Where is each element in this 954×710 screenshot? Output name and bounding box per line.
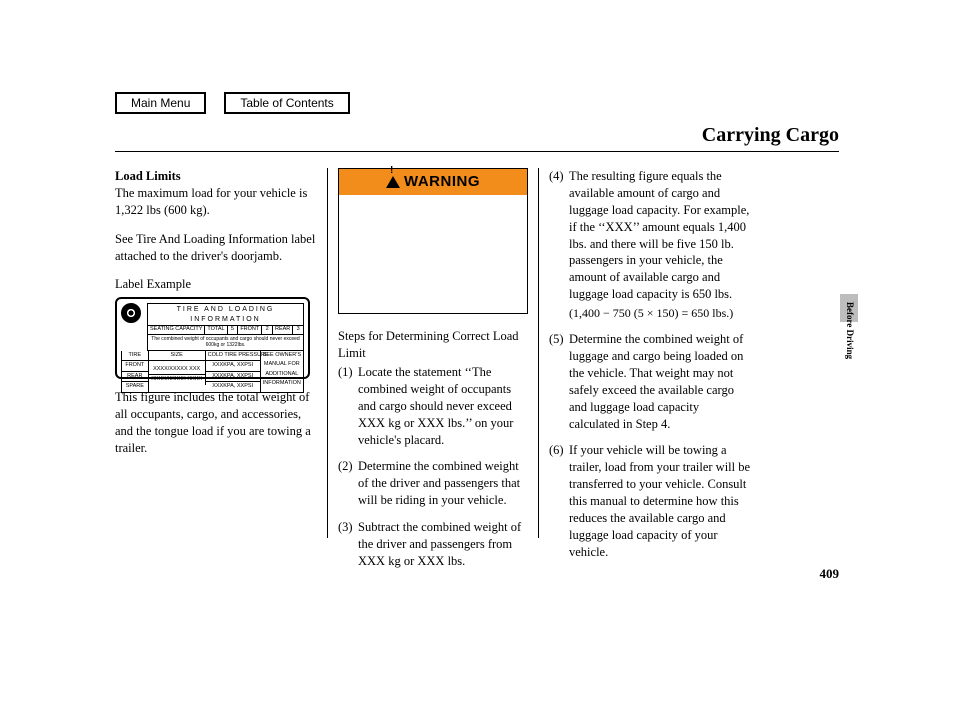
step-number: (2) — [338, 458, 358, 509]
step-1: (1) Locate the statement ‘‘The combined … — [338, 364, 528, 448]
step-3: (3) Subtract the combined weight of the … — [338, 519, 528, 570]
see-tire-label-text: See Tire And Loading Information label a… — [115, 231, 317, 265]
step-text: Subtract the combined weight of the driv… — [358, 519, 528, 570]
label-cell: 3 — [293, 326, 303, 333]
calculation-line: (1,400 − 750 (5 × 150) = 650 lbs.) — [569, 305, 751, 321]
load-limits-heading: Load Limits — [115, 169, 181, 183]
column-1: Load Limits The maximum load for your ve… — [115, 168, 327, 580]
lg-cell: FRONT — [122, 361, 149, 371]
warning-box: WARNING — [338, 168, 528, 314]
lg-cell: SPARE — [122, 382, 149, 391]
figure-includes-text: This figure includes the total weight of… — [115, 389, 317, 457]
tire-loading-label-graphic: TIRE AND LOADING INFORMATION SEATING CAP… — [115, 297, 310, 379]
lg-cell: TIRE — [122, 351, 149, 361]
lg-cell: INFORMATION — [261, 379, 303, 388]
load-limits-block: Load Limits The maximum load for your ve… — [115, 168, 317, 219]
label-cell: REAR — [273, 326, 293, 333]
label-cell: 5 — [228, 326, 239, 333]
steps-heading: Steps for Determining Correct Load Limit — [338, 328, 528, 362]
lg-cell: XXXX/XXXXX XXX — [149, 361, 206, 375]
step-number: (6) — [549, 442, 569, 560]
step-text: Locate the statement ‘‘The combined weig… — [358, 364, 528, 448]
section-label: Before Driving — [845, 302, 855, 359]
label-cell: SEATING CAPACITY — [148, 326, 205, 333]
warning-header: WARNING — [339, 169, 527, 195]
lg-cell: MANUAL FOR — [261, 360, 303, 369]
lg-cell: SEE OWNER'S — [261, 351, 303, 360]
manual-page: Main Menu Table of Contents Carrying Car… — [0, 0, 954, 710]
label-example-caption: Label Example — [115, 276, 317, 293]
step-number: (4) — [549, 168, 569, 303]
step-number: (5) — [549, 331, 569, 432]
column-3: (4) The resulting figure equals the avai… — [539, 168, 751, 580]
lg-cell: XXXKPA, XXPSI — [206, 361, 261, 371]
lg-cell: XXXX/XXXXX XXXX — [149, 375, 206, 384]
lg-cell: SIZE — [149, 351, 206, 361]
column-2: WARNING Steps for Determining Correct Lo… — [328, 168, 538, 580]
label-header: TIRE AND LOADING INFORMATION — [147, 303, 304, 326]
label-weight-note: The combined weight of occupants and car… — [147, 335, 304, 352]
lg-cell: XXXKPA, XXPSI — [206, 372, 261, 382]
nav-button-row: Main Menu Table of Contents — [115, 92, 350, 114]
warning-triangle-icon — [386, 176, 400, 188]
toc-button[interactable]: Table of Contents — [224, 92, 349, 114]
step-2: (2) Determine the combined weight of the… — [338, 458, 528, 509]
lg-cell: REAR — [122, 372, 149, 382]
page-title: Carrying Cargo — [702, 124, 839, 146]
label-tire-grid: TIRE FRONT REAR SPARE SIZE XXXX/XXXXX XX… — [121, 351, 304, 393]
step-text: Determine the combined weight of the dri… — [358, 458, 528, 509]
step-number: (3) — [338, 519, 358, 570]
lg-cell: ADDITIONAL — [261, 370, 303, 379]
step-number: (1) — [338, 364, 358, 448]
load-limits-text: The maximum load for your vehicle is 1,3… — [115, 186, 307, 217]
step-text: The resulting figure equals the availabl… — [569, 168, 751, 303]
step-5: (5) Determine the combined weight of lug… — [549, 331, 751, 432]
warning-body — [339, 195, 527, 313]
lg-cell: COLD TIRE PRESSURE — [206, 351, 261, 361]
tire-icon — [121, 303, 141, 323]
lg-cell: XXXKPA, XXPSI — [206, 382, 261, 391]
main-menu-button[interactable]: Main Menu — [115, 92, 206, 114]
warning-label: WARNING — [404, 172, 480, 192]
step-6: (6) If your vehicle will be towing a tra… — [549, 442, 751, 560]
label-seating-row: SEATING CAPACITY TOTAL 5 FRONT 2 REAR 3 — [147, 326, 304, 334]
label-cell: 2 — [262, 326, 273, 333]
label-cell: FRONT — [238, 326, 262, 333]
step-text: Determine the combined weight of luggage… — [569, 331, 751, 432]
title-row: Carrying Cargo — [115, 124, 839, 152]
content-columns: Load Limits The maximum load for your ve… — [115, 168, 839, 580]
step-text: If your vehicle will be towing a trailer… — [569, 442, 751, 560]
page-number: 409 — [820, 566, 840, 582]
label-cell: TOTAL — [205, 326, 227, 333]
step-4: (4) The resulting figure equals the avai… — [549, 168, 751, 303]
